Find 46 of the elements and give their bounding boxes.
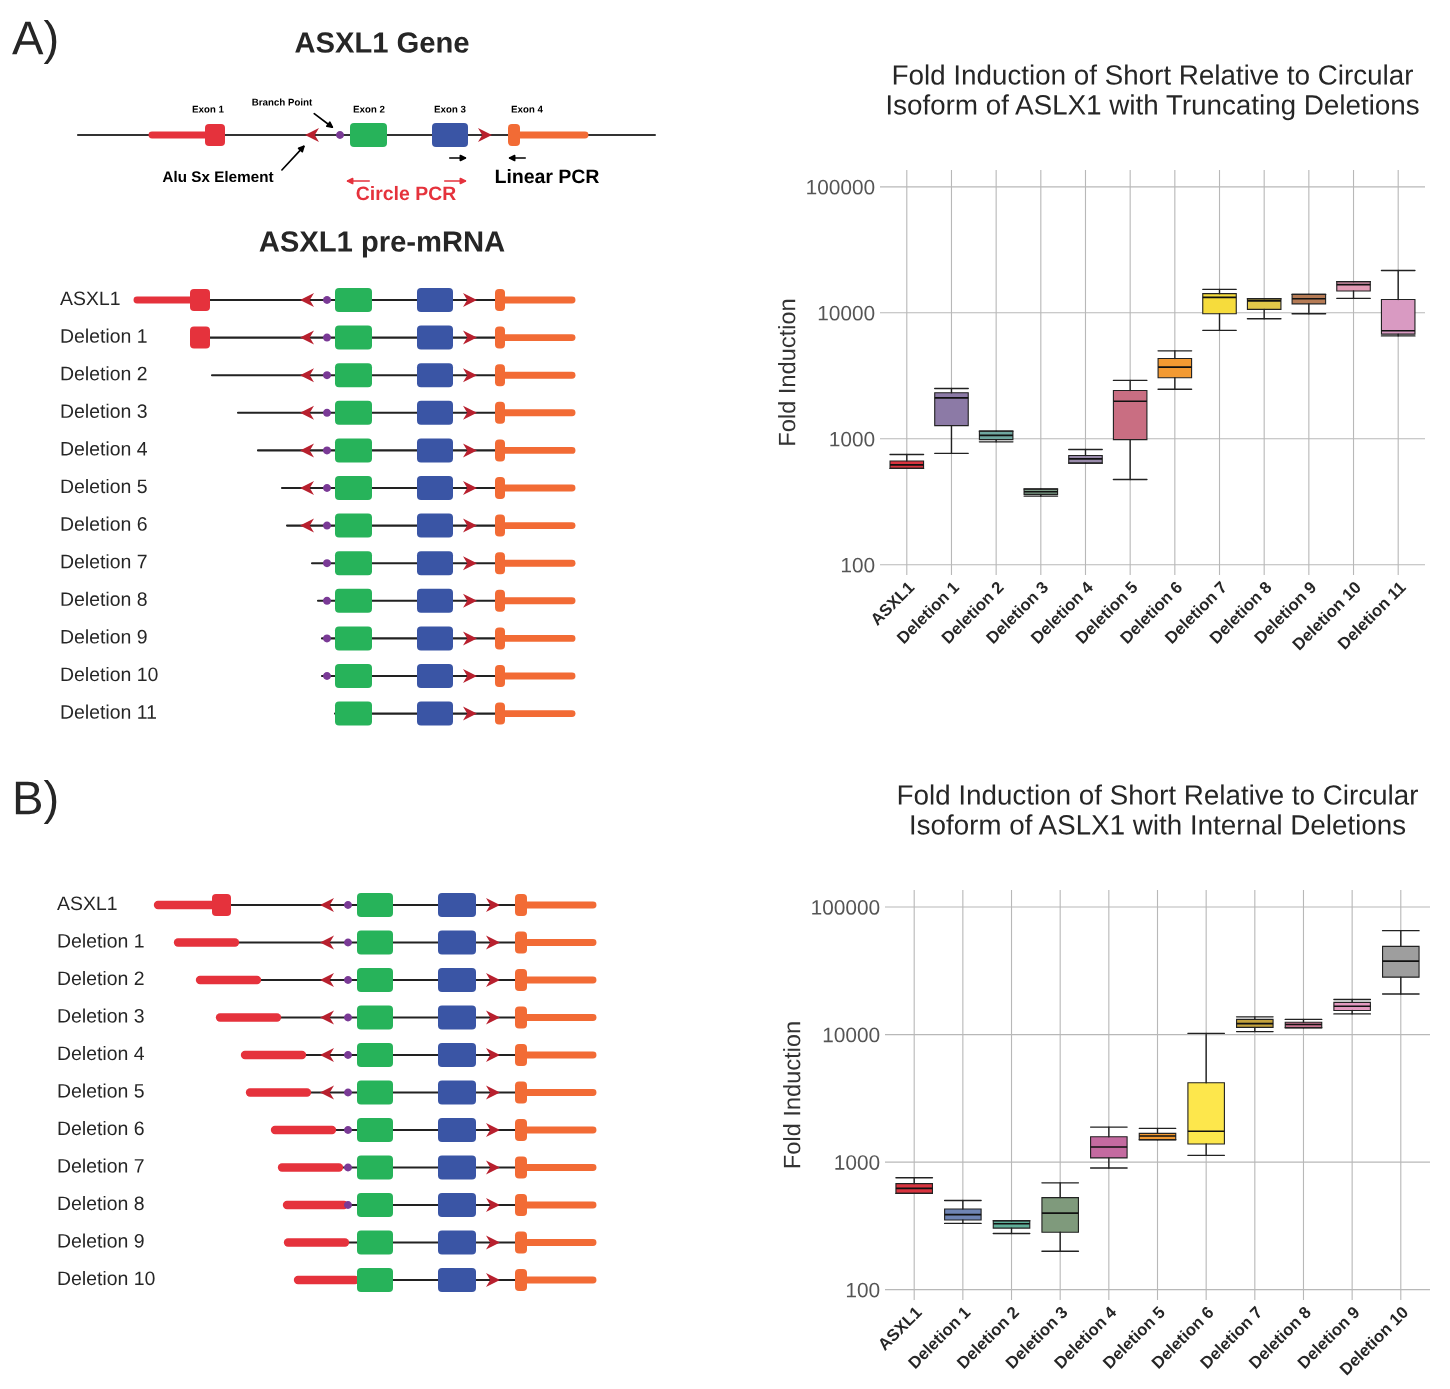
category-label: ASXL1: [57, 896, 117, 911]
y-tick-label: 100: [841, 557, 875, 573]
category-label: Deletion 2: [61, 366, 147, 381]
y-tick-label: 1000: [830, 431, 875, 447]
y-tick-label: 100000: [812, 900, 880, 915]
category-label: Deletion 2: [58, 970, 144, 986]
category-label: Deletion 5: [61, 478, 147, 494]
category-label: Deletion 3: [58, 1008, 144, 1023]
text: Linear PCR: [495, 168, 600, 184]
category-label: Deletion 10: [61, 666, 158, 682]
category-label: Deletion 5: [58, 1083, 144, 1098]
chart-title: Fold Induction of Short Relative to Circular Isoform of ASLX1 with Truncating Deletions: [887, 64, 1419, 121]
y-axis-title: Fold Induction: [778, 299, 796, 445]
category-label: Deletion 3: [61, 403, 147, 419]
text: Branch Point: [252, 98, 313, 106]
category-label: Deletion 9: [58, 1233, 144, 1248]
category-label: Deletion 10: [58, 1270, 155, 1286]
y-tick-label: 100: [846, 1282, 880, 1298]
category-label: ASXL1: [60, 291, 120, 306]
text: Exon 4: [511, 105, 543, 113]
y-tick-label: 1000: [835, 1155, 880, 1170]
category-label: Deletion 6: [58, 1120, 144, 1136]
category-label: Deletion 7: [58, 1158, 144, 1173]
text: Circle PCR: [356, 185, 456, 201]
text: Exon 2: [353, 105, 385, 113]
category-label: Deletion 1: [58, 933, 144, 948]
text: A): [12, 19, 57, 64]
category-label: Deletion 8: [58, 1195, 144, 1211]
category-label: Deletion 7: [61, 554, 147, 569]
text: ASXL1 pre-mRNA: [259, 231, 505, 258]
text: Alu Sx Element: [162, 170, 274, 183]
chart-title: Fold Induction of Short Relative to Circular Isoform of ASLX1 with Internal Deletions: [898, 784, 1418, 835]
y-tick-label: 10000: [818, 305, 875, 321]
text: Exon 1: [192, 105, 224, 113]
category-label: Deletion 4: [58, 1045, 144, 1061]
text: B): [15, 779, 57, 824]
y-tick-label: 100000: [807, 179, 875, 195]
y-tick-label: 10000: [823, 1027, 880, 1043]
category-label: Deletion 6: [61, 516, 147, 531]
text: Exon 3: [434, 105, 466, 113]
category-label: Deletion 8: [61, 591, 147, 607]
category-label: Deletion 11: [61, 704, 156, 719]
y-axis-title: Fold Induction: [783, 1022, 801, 1168]
category-label: Deletion 1: [61, 328, 147, 343]
category-label: Deletion 4: [61, 441, 147, 456]
text: ASXL1 Gene: [295, 32, 469, 53]
